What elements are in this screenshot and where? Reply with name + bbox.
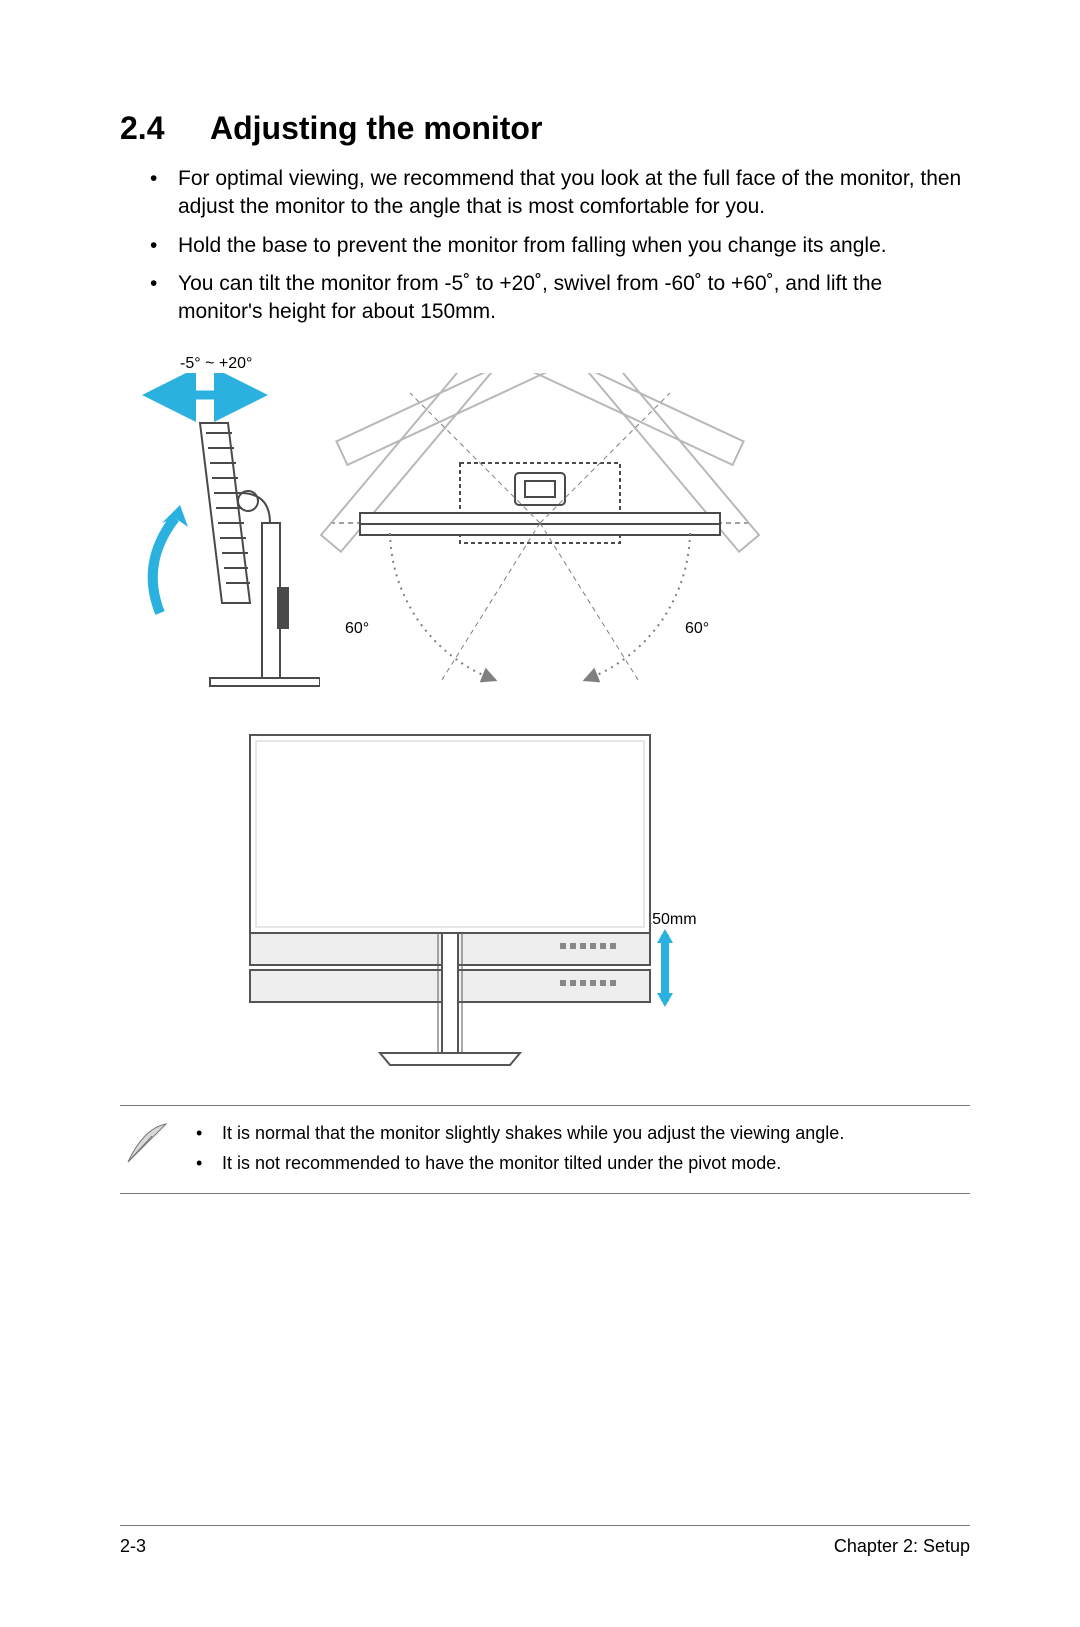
note-list: It is normal that the monitor slightly s… (196, 1118, 844, 1179)
bullet-text: For optimal viewing, we recommend that y… (178, 167, 961, 218)
diagrams-region: -5° ~ +20° 60° 60° ± 150mm (120, 355, 970, 1095)
bullet-text: Hold the base to prevent the monitor fro… (178, 234, 887, 257)
page-footer: 2-3 Chapter 2: Setup (120, 1525, 970, 1557)
list-item: For optimal viewing, we recommend that y… (150, 165, 970, 222)
page-number: 2-3 (120, 1536, 146, 1557)
swivel-diagram (320, 373, 760, 713)
bullet-text: You can tilt the monitor from -5˚ to +20… (178, 272, 882, 323)
list-item: It is normal that the monitor slightly s… (196, 1118, 844, 1149)
feather-icon (120, 1118, 172, 1170)
note-box: It is normal that the monitor slightly s… (120, 1105, 970, 1194)
list-item: Hold the base to prevent the monitor fro… (150, 232, 970, 260)
section-number: 2.4 (120, 110, 210, 147)
section-title: Adjusting the monitor (210, 110, 542, 147)
list-item: It is not recommended to have the monito… (196, 1148, 844, 1179)
list-item: You can tilt the monitor from -5˚ to +20… (150, 270, 970, 327)
note-text: It is not recommended to have the monito… (222, 1153, 781, 1173)
tilt-diagram (120, 373, 320, 713)
height-diagram (220, 725, 740, 1085)
tilt-range-label: -5° ~ +20° (180, 355, 252, 373)
chapter-label: Chapter 2: Setup (834, 1536, 970, 1557)
section-heading: 2.4 Adjusting the monitor (120, 110, 970, 147)
bullet-list: For optimal viewing, we recommend that y… (150, 165, 970, 327)
note-text: It is normal that the monitor slightly s… (222, 1123, 844, 1143)
